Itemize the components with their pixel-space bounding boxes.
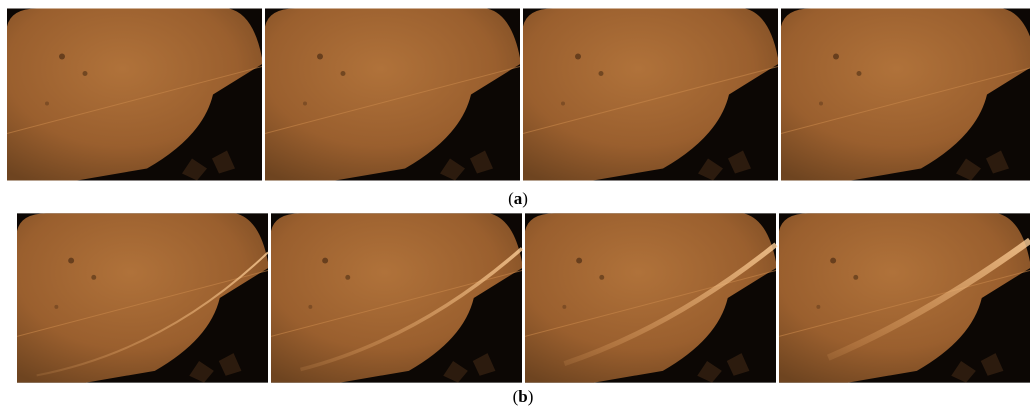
photo-frame xyxy=(271,213,523,382)
photo-frame xyxy=(779,213,1030,382)
photo-frame xyxy=(7,9,263,181)
panel-row-b xyxy=(17,213,1030,382)
photo-frame xyxy=(781,9,1030,181)
photo xyxy=(7,9,263,181)
caption-suffix: ) xyxy=(522,189,528,208)
photo-frame xyxy=(265,9,521,181)
panel-caption: (a) xyxy=(508,189,528,208)
photo xyxy=(17,213,269,382)
photo-frame xyxy=(525,213,777,382)
caption-letter: b xyxy=(518,387,527,406)
photo xyxy=(265,9,521,181)
panel-row-a xyxy=(7,9,1030,181)
photo xyxy=(271,213,523,382)
caption-suffix: ) xyxy=(528,387,534,406)
photo xyxy=(523,9,779,181)
photo xyxy=(779,213,1030,382)
panel-caption: (b) xyxy=(513,387,534,406)
photo-frame xyxy=(523,9,779,181)
figure: (a) (b) xyxy=(0,0,1030,414)
photo xyxy=(525,213,777,382)
page: {"panels": [ {"prefix": "(", "letter": "… xyxy=(0,0,1030,414)
photo-frame xyxy=(17,213,269,382)
photo xyxy=(781,9,1030,181)
